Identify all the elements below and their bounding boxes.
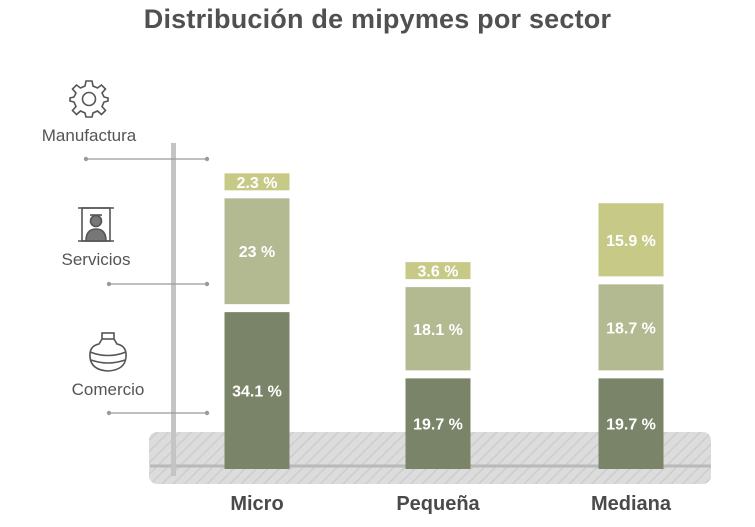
bar-group-micro: 34.1 % 23 % 2.3 % bbox=[224, 173, 290, 469]
vertical-axis-bar bbox=[171, 143, 176, 476]
label-micro-manufactura: 2.3 % bbox=[237, 175, 278, 192]
bar-mediana-manufactura bbox=[598, 203, 664, 277]
label-pequena-servicios: 18.1 % bbox=[413, 322, 463, 339]
jar-icon bbox=[89, 332, 127, 372]
label-pequena-comercio: 19.7 % bbox=[413, 417, 463, 434]
bar-mediana-comercio bbox=[598, 378, 664, 469]
legend-connector-manufactura bbox=[83, 156, 210, 162]
bar-micro-servicios bbox=[224, 198, 290, 305]
legend-label-manufactura: Manufactura bbox=[42, 126, 137, 145]
label-pequena-manufactura: 3.6 % bbox=[418, 264, 459, 281]
bar-micro-manufactura bbox=[224, 173, 290, 191]
bar-group-pequena: 19.7 % 18.1 % 3.6 % bbox=[405, 262, 471, 469]
gear-icon bbox=[69, 80, 109, 118]
bar-pequena-comercio bbox=[405, 378, 471, 469]
label-micro-servicios: 23 % bbox=[239, 244, 275, 261]
bar-pequena-manufactura bbox=[405, 262, 471, 280]
label-mediana-servicios: 18.7 % bbox=[606, 320, 656, 337]
legend-label-servicios: Servicios bbox=[62, 250, 131, 269]
chart-title: Distribución de mipymes por sector bbox=[143, 4, 612, 34]
bar-micro-comercio bbox=[224, 312, 290, 469]
label-mediana-manufactura: 15.9 % bbox=[606, 233, 656, 250]
bar-group-mediana: 19.7 % 18.7 % 15.9 % bbox=[598, 203, 664, 469]
label-micro-comercio: 34.1 % bbox=[232, 384, 282, 401]
legend-connector-servicios bbox=[106, 281, 210, 287]
category-label-pequena: Pequeña bbox=[396, 493, 480, 515]
legend-connector-comercio bbox=[106, 410, 210, 416]
category-label-mediana: Mediana bbox=[591, 493, 672, 515]
worker-icon bbox=[78, 207, 114, 242]
label-mediana-comercio: 19.7 % bbox=[606, 417, 656, 434]
legend-label-comercio: Comercio bbox=[72, 380, 145, 399]
category-label-micro: Micro bbox=[230, 493, 283, 515]
bar-pequena-servicios bbox=[405, 287, 471, 371]
bar-mediana-servicios bbox=[598, 284, 664, 371]
